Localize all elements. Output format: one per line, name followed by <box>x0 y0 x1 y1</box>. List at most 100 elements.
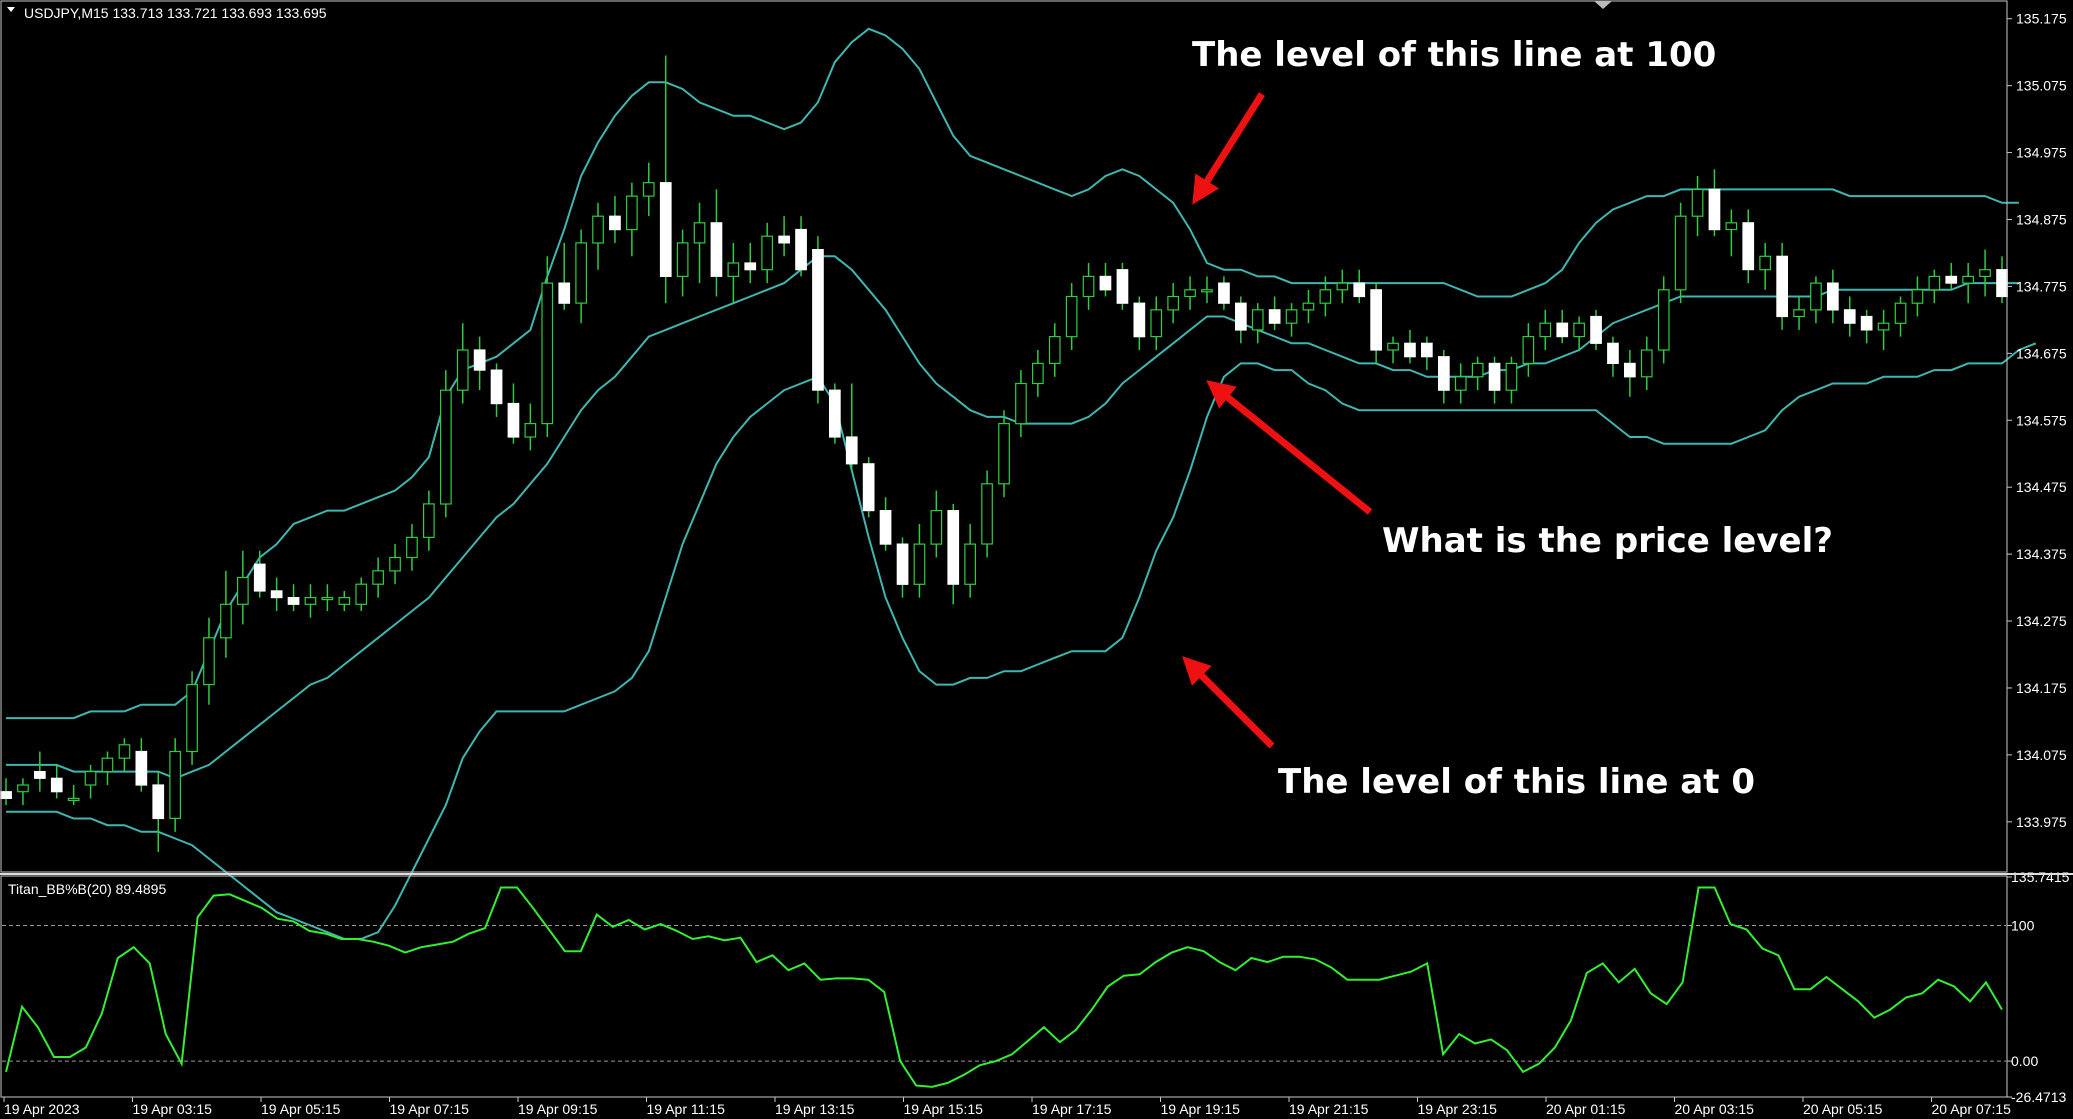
candle <box>423 490 435 551</box>
header-menu-icon[interactable] <box>7 7 15 12</box>
candle <box>355 577 368 611</box>
candle-body <box>1184 289 1196 298</box>
candle <box>1928 269 1941 304</box>
candle-body <box>524 423 537 438</box>
candle <box>33 751 46 792</box>
price-tick-label: 134.075 <box>2016 747 2067 763</box>
candle <box>1048 323 1061 377</box>
candle <box>1184 276 1196 310</box>
candle <box>1370 283 1383 364</box>
candle-body <box>930 510 943 545</box>
candle-body <box>203 637 215 686</box>
candle <box>338 590 351 611</box>
candle-body <box>1437 356 1450 391</box>
time-tick-label: 19 Apr 07:15 <box>390 1101 470 1117</box>
candle <box>1387 336 1399 364</box>
candle <box>744 242 757 284</box>
candle <box>186 671 198 765</box>
axes: 135.175 135.075 134.975 134.875 134.775 134.6… <box>3 11 2070 1117</box>
price-tick-label: 135.075 <box>2016 78 2067 94</box>
candle <box>575 229 588 324</box>
candle-body <box>1082 275 1095 298</box>
candle-body <box>406 536 418 559</box>
candle-body <box>33 770 46 779</box>
time-tick-label: 19 Apr 2023 <box>4 1101 80 1117</box>
candle <box>456 323 469 404</box>
candle-body <box>896 543 909 585</box>
candle-body <box>1640 349 1653 378</box>
candle-body <box>1302 302 1315 311</box>
candle <box>473 336 486 391</box>
candle-body <box>828 389 841 438</box>
candle <box>795 216 807 277</box>
bb-percent-b-line <box>5 886 2003 1088</box>
candle <box>389 544 401 585</box>
candle <box>1471 356 1484 391</box>
candle-body <box>1167 295 1180 311</box>
candle-body <box>676 242 689 277</box>
candle <box>287 584 300 611</box>
candle <box>879 497 892 551</box>
candle <box>693 202 706 284</box>
candle-body <box>1420 342 1433 358</box>
candle-body <box>1116 269 1129 304</box>
candle <box>372 557 384 598</box>
candle <box>1759 242 1772 290</box>
price-tick-label: 133.975 <box>2016 814 2067 830</box>
candle-body <box>372 570 384 585</box>
price-tick-label: 134.275 <box>2016 613 2067 629</box>
indicator-tick-label: -26.4713 <box>2011 1089 2066 1105</box>
candle-body <box>253 563 266 592</box>
candle-body <box>152 784 165 820</box>
candle <box>50 764 63 799</box>
candle-body <box>220 603 232 639</box>
candle <box>1285 303 1298 337</box>
time-tick-label: 20 Apr 05:15 <box>1803 1101 1883 1117</box>
candle <box>1776 242 1789 330</box>
candle-body <box>659 182 672 277</box>
candle-body <box>135 750 148 786</box>
candle-body <box>575 242 588 304</box>
price-tick-label: 134.775 <box>2016 278 2067 294</box>
price-tick-label: 134.675 <box>2016 345 2067 361</box>
candle-body <box>1404 342 1416 358</box>
candle <box>896 537 909 598</box>
candle <box>1015 370 1027 437</box>
candle-body <box>1201 289 1213 293</box>
time-tick-label: 19 Apr 19:15 <box>1161 1101 1241 1117</box>
candle-body <box>1556 322 1569 338</box>
candle-body <box>169 750 181 820</box>
candle <box>558 242 571 310</box>
candle-body <box>998 423 1010 485</box>
candle-body <box>17 784 29 793</box>
candle <box>84 764 97 799</box>
candle-body <box>304 596 317 605</box>
candle <box>101 751 114 785</box>
annotation-middle: What is the price level? <box>1382 521 1833 561</box>
candle <box>930 490 943 558</box>
candle <box>964 524 977 598</box>
candle <box>1843 296 1856 337</box>
candle <box>609 196 621 243</box>
candle-body <box>964 543 977 585</box>
time-tick-label: 20 Apr 07:15 <box>1932 1101 2012 1117</box>
time-tick-label: 19 Apr 05:15 <box>261 1101 341 1117</box>
candle-body <box>1623 362 1636 378</box>
candle <box>203 617 215 705</box>
candle <box>169 738 181 832</box>
band-upper <box>6 27 2019 720</box>
candle-body <box>1015 382 1027 425</box>
candle-body <box>1387 342 1399 351</box>
candle <box>1623 350 1636 397</box>
candle <box>1218 276 1230 310</box>
candle-body <box>1691 188 1704 217</box>
candle <box>1826 269 1839 324</box>
candle-body <box>609 215 621 231</box>
candle <box>1573 316 1586 350</box>
scroll-marker[interactable] <box>1594 1 1612 9</box>
candle-body <box>558 282 571 304</box>
candle-body <box>1810 282 1822 311</box>
candle-body <box>287 596 300 605</box>
candle-body <box>473 349 486 371</box>
candle-body <box>1945 275 1958 284</box>
